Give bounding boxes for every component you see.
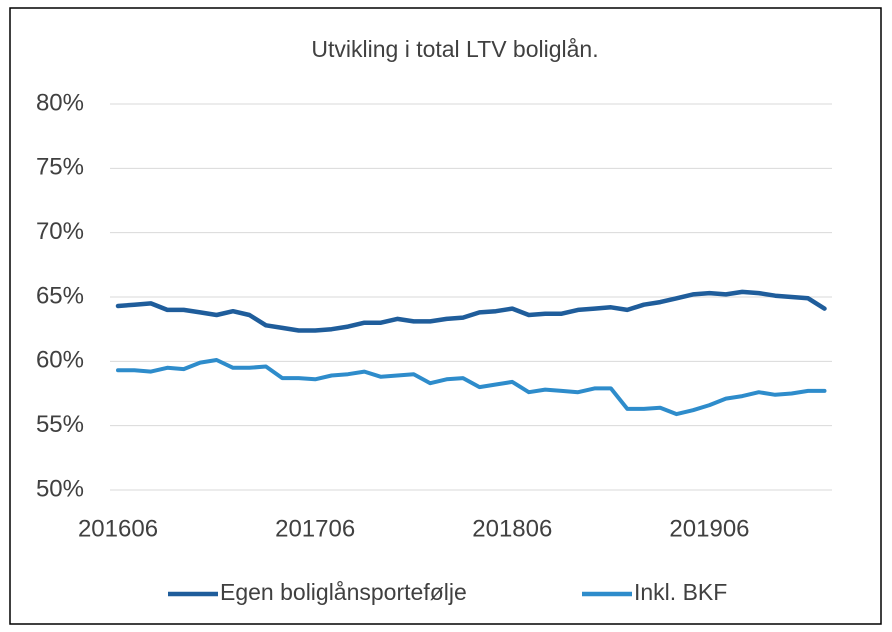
chart-title: Utvikling i total LTV boliglån. bbox=[311, 36, 598, 62]
legend-label: Egen boliglånsportefølje bbox=[220, 579, 467, 605]
series-line bbox=[115, 289, 827, 333]
x-tick-label: 201906 bbox=[669, 515, 749, 542]
legend-label: Inkl. BKF bbox=[634, 579, 727, 605]
y-tick-label: 60% bbox=[36, 347, 84, 374]
x-tick-label: 201806 bbox=[472, 515, 552, 542]
y-tick-label: 55% bbox=[36, 411, 84, 438]
x-tick-label: 201706 bbox=[275, 515, 355, 542]
chart-frame bbox=[9, 7, 882, 625]
y-tick-label: 65% bbox=[36, 282, 84, 309]
series-line bbox=[116, 358, 827, 417]
y-tick-label: 80% bbox=[36, 89, 84, 116]
y-tick-label: 75% bbox=[36, 154, 84, 181]
y-tick-label: 70% bbox=[36, 218, 84, 245]
x-tick-label: 201606 bbox=[78, 515, 158, 542]
y-tick-label: 50% bbox=[36, 475, 84, 502]
